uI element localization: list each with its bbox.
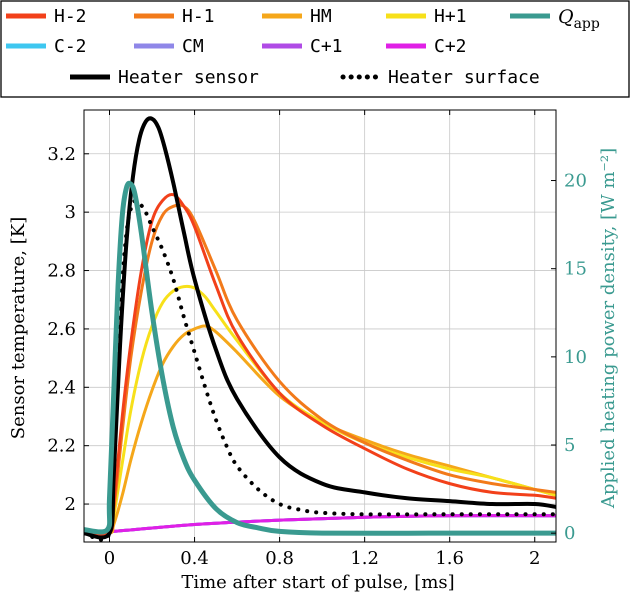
plot-area: 0 0.4 0.8 1.2 1.6 2 2 2.2 2.4 2.6 2.8 3 3.2 0 5 10 15 20 bbox=[47, 109, 587, 569]
legend-entry-heater-surface: Heater surface bbox=[340, 67, 540, 88]
x-tick-label: 0 bbox=[104, 548, 115, 569]
y-axis-label-left: Sensor temperature, [K] bbox=[8, 217, 29, 439]
legend-entry-c-1: C+1 bbox=[262, 36, 343, 57]
y-right-tick-label: 0 bbox=[564, 523, 575, 544]
series-line-h-2 bbox=[84, 192, 556, 537]
legend-entry-heater-sensor: Heater sensor bbox=[70, 67, 259, 88]
y-axis-label-right: Applied heating power density, [W m⁻²] bbox=[598, 148, 619, 509]
y-right-tick-label: 20 bbox=[564, 171, 587, 192]
legend-label-heater-sensor: Heater sensor bbox=[118, 67, 259, 88]
series-line-heater-sensor bbox=[84, 116, 556, 540]
x-tick-label: 0.8 bbox=[265, 548, 294, 569]
x-tick-label: 0.4 bbox=[180, 548, 209, 569]
y-left-tick-label: 3.2 bbox=[47, 144, 76, 165]
x-tick-label: 1.6 bbox=[435, 548, 464, 569]
legend-label-c-1: C+1 bbox=[310, 36, 343, 57]
legend-label-heater-surface: Heater surface bbox=[388, 67, 540, 88]
legend-label-subscript: app bbox=[574, 16, 600, 32]
grid bbox=[84, 110, 556, 542]
legend-entry-hm: HM bbox=[262, 6, 332, 27]
plot-background bbox=[84, 110, 556, 542]
series-line-h-1 bbox=[84, 284, 556, 537]
legend-entry-h-2: H-2 bbox=[6, 6, 87, 27]
legend-label-h-1: H+1 bbox=[434, 6, 467, 27]
y-left-tick-label: 2.2 bbox=[47, 436, 76, 457]
plot-border bbox=[83, 109, 557, 543]
legend-entry-c-2: C+2 bbox=[386, 36, 467, 57]
series-line-h-1 bbox=[84, 203, 556, 537]
x-axis-label: Time after start of pulse, [ms] bbox=[181, 572, 454, 593]
y-left-tick-label: 2 bbox=[65, 494, 76, 515]
x-tick-label: 2 bbox=[529, 548, 540, 569]
y-left-tick-label: 3 bbox=[65, 202, 76, 223]
legend-label-hm: HM bbox=[310, 6, 332, 27]
y-right-tick-label: 5 bbox=[564, 435, 575, 456]
legend-entry-c-2: C-2 bbox=[6, 36, 87, 57]
series-layer bbox=[84, 116, 556, 542]
legend-entry-h-1: H+1 bbox=[386, 6, 467, 27]
ticks: 0 0.4 0.8 1.2 1.6 2 2 2.2 2.4 2.6 2.8 3 3.2 0 5 10 15 20 bbox=[47, 110, 587, 569]
y-left-tick-label: 2.8 bbox=[47, 261, 76, 282]
legend-entry-cm: CM bbox=[134, 36, 204, 57]
y-right-tick-label: 10 bbox=[564, 347, 587, 368]
series-line-hm bbox=[84, 324, 556, 536]
series-line-q-app bbox=[84, 180, 556, 536]
x-tick-label: 1.2 bbox=[350, 548, 379, 569]
legend-label-h-2: H-2 bbox=[54, 6, 87, 27]
y-right-tick-label: 15 bbox=[564, 259, 587, 280]
y-left-tick-label: 2.6 bbox=[47, 319, 76, 340]
legend-label-c-2: C+2 bbox=[434, 36, 467, 57]
y-left-tick-label: 2.4 bbox=[47, 377, 76, 398]
legend-entry-h-1: H-1 bbox=[134, 6, 215, 27]
legend-label-h-1: H-1 bbox=[182, 6, 215, 27]
legend-label-c-2: C-2 bbox=[54, 36, 87, 57]
legend-label-cm: CM bbox=[182, 36, 204, 57]
